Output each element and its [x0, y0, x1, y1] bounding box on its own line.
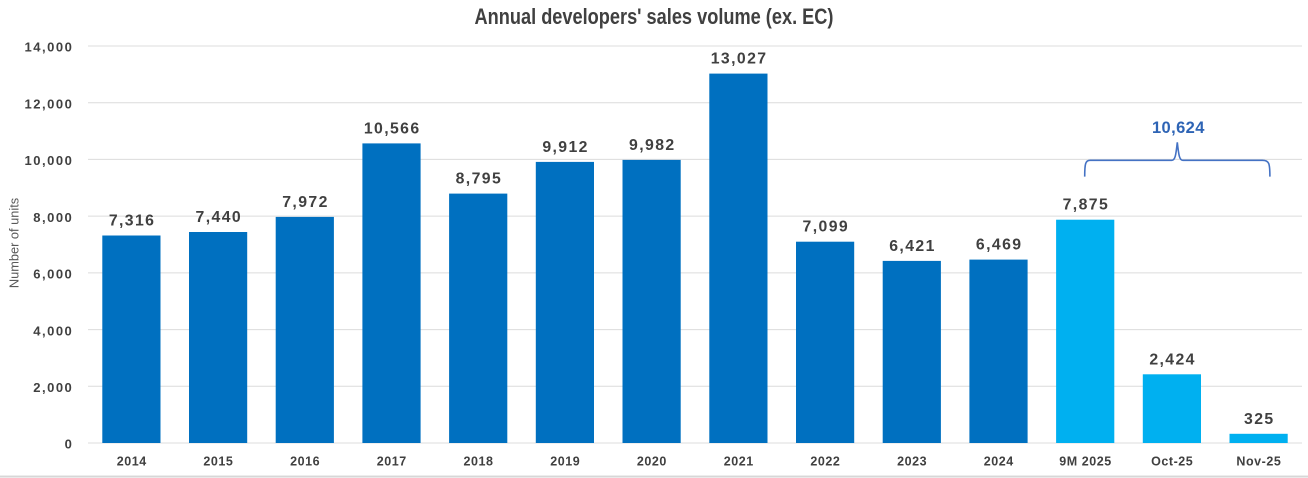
svg-text:8,795: 8,795 — [456, 171, 503, 188]
svg-text:8,000: 8,000 — [33, 210, 73, 225]
svg-text:Oct-25: Oct-25 — [1151, 455, 1193, 469]
svg-text:2021: 2021 — [724, 455, 754, 469]
svg-text:6,469: 6,469 — [976, 237, 1023, 254]
svg-text:2015: 2015 — [203, 455, 233, 469]
svg-text:7,875: 7,875 — [1063, 197, 1110, 214]
svg-text:2018: 2018 — [463, 455, 493, 469]
svg-text:2016: 2016 — [290, 455, 320, 469]
svg-text:Nov-25: Nov-25 — [1236, 455, 1281, 469]
svg-text:2,000: 2,000 — [33, 380, 73, 395]
svg-text:7,099: 7,099 — [803, 219, 850, 236]
svg-text:14,000: 14,000 — [25, 40, 74, 55]
svg-text:2,424: 2,424 — [1149, 351, 1196, 368]
svg-text:7,316: 7,316 — [109, 213, 156, 230]
svg-text:4,000: 4,000 — [33, 323, 73, 338]
svg-text:9,912: 9,912 — [542, 139, 589, 156]
svg-text:325: 325 — [1244, 411, 1275, 428]
svg-text:2019: 2019 — [550, 455, 580, 469]
svg-text:10,624: 10,624 — [1152, 119, 1205, 137]
svg-text:9,982: 9,982 — [629, 137, 676, 154]
svg-text:13,027: 13,027 — [711, 51, 768, 68]
svg-text:2023: 2023 — [897, 455, 927, 469]
svg-text:6,421: 6,421 — [889, 238, 936, 255]
svg-text:2024: 2024 — [984, 455, 1014, 469]
svg-text:Annual developers' sales volum: Annual developers' sales volume (ex. EC) — [475, 4, 834, 29]
svg-text:2017: 2017 — [377, 455, 407, 469]
svg-text:6,000: 6,000 — [33, 267, 73, 282]
svg-text:12,000: 12,000 — [25, 96, 74, 111]
svg-text:9M 2025: 9M 2025 — [1059, 455, 1112, 469]
svg-text:2014: 2014 — [117, 455, 147, 469]
svg-text:7,440: 7,440 — [196, 209, 243, 226]
svg-text:10,566: 10,566 — [364, 120, 421, 137]
svg-text:0: 0 — [65, 437, 74, 452]
svg-text:2022: 2022 — [810, 455, 840, 469]
svg-text:Number of units: Number of units — [7, 198, 22, 288]
svg-text:10,000: 10,000 — [25, 153, 74, 168]
svg-text:2020: 2020 — [637, 455, 667, 469]
svg-text:7,972: 7,972 — [282, 194, 329, 211]
